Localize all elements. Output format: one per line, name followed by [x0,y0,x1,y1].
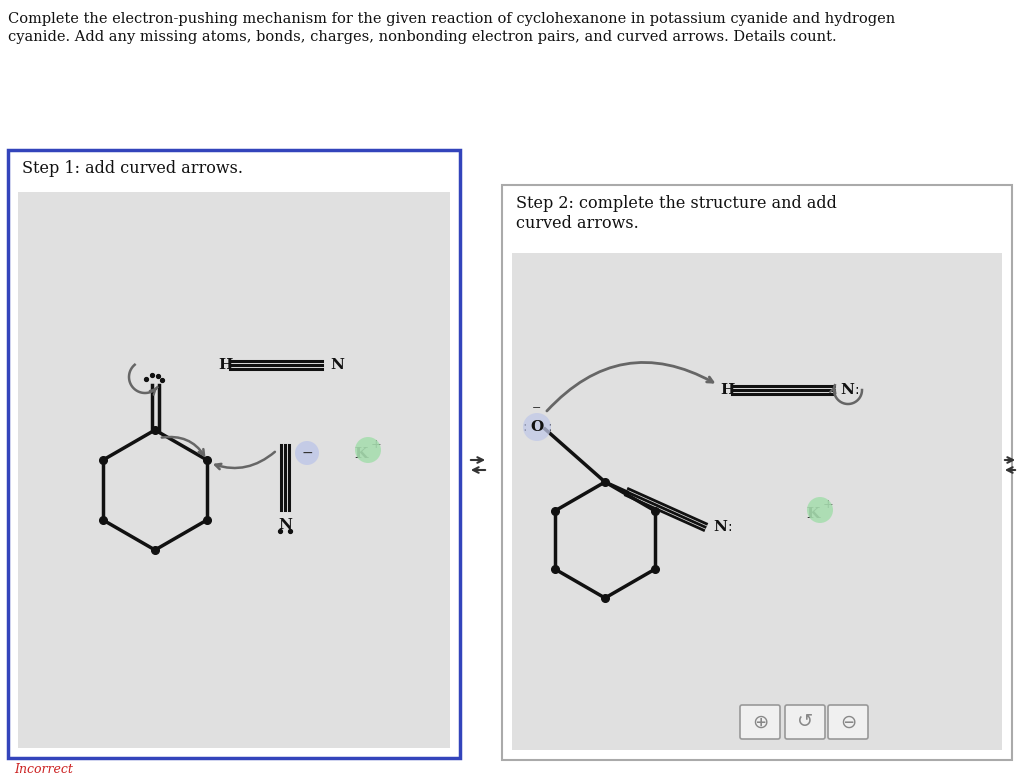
FancyBboxPatch shape [740,705,780,739]
FancyBboxPatch shape [785,705,825,739]
FancyBboxPatch shape [828,705,868,739]
Text: +: + [371,439,382,451]
Text: :: : [547,420,552,434]
Text: K: K [806,507,819,521]
Bar [8,150,460,758]
Text: H: H [720,383,734,397]
Text: ⊕: ⊕ [752,712,768,731]
Text: ⊖: ⊖ [840,712,856,731]
Circle shape [355,437,381,463]
Text: N: N [330,358,344,372]
Text: Step 2: complete the structure and add
curved arrows.: Step 2: complete the structure and add c… [516,195,837,231]
Text: K: K [354,447,368,461]
Text: H: H [218,358,232,372]
Text: O: O [530,420,544,434]
Text: N: N [279,518,292,532]
Bar [502,185,1012,760]
Text: −: − [301,446,312,460]
Text: Step 1: add curved arrows.: Step 1: add curved arrows. [22,160,243,177]
Bar [18,192,450,748]
Text: +: + [823,498,834,511]
Text: :: : [522,420,527,434]
Circle shape [523,413,551,441]
Text: Incorrect: Incorrect [14,763,73,776]
Bar [512,253,1002,750]
Text: cyanide. Add any missing atoms, bonds, charges, nonbonding electron pairs, and c: cyanide. Add any missing atoms, bonds, c… [8,30,837,44]
Text: −: − [532,403,542,413]
Text: ↺: ↺ [797,712,813,731]
Text: N: N [840,383,854,397]
Text: Complete the electron-pushing mechanism for the given reaction of cyclohexanone : Complete the electron-pushing mechanism … [8,12,895,26]
Text: :: : [854,383,859,397]
Circle shape [295,441,319,465]
Circle shape [807,497,833,523]
Text: :: : [727,520,731,534]
Text: N: N [713,520,727,534]
